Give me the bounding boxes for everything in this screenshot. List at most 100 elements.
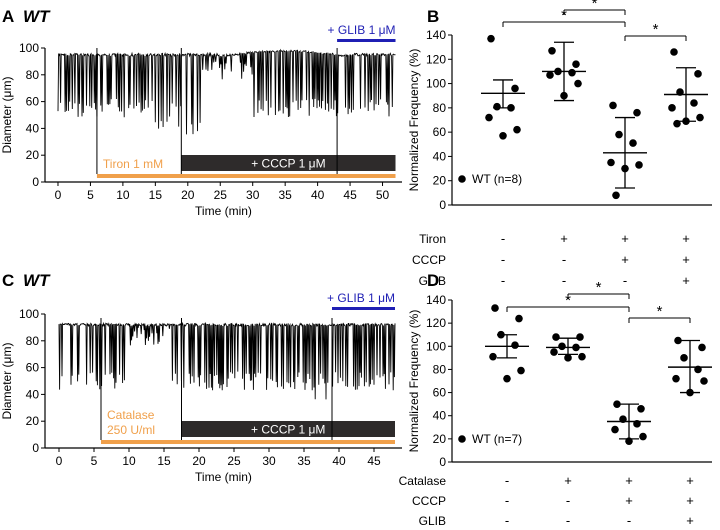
y-tick-label: 100: [426, 77, 446, 91]
diameter-trace: [57, 48, 396, 135]
panel-c-title: WT: [23, 271, 51, 290]
condition-sign: +: [686, 473, 694, 488]
scatter-chart-d: 0 20 40 60 80 100 120 140 Normalized Frequency (…: [399, 279, 712, 528]
panel-letter-a: A: [2, 7, 14, 26]
data-point: [491, 304, 499, 312]
condition-sign: +: [621, 231, 629, 246]
data-point: [696, 113, 704, 122]
diameter-trace: [58, 321, 396, 400]
condition-name: CCCP: [412, 253, 446, 267]
data-point: [554, 67, 562, 76]
x-tick-label: 5: [87, 188, 94, 202]
data-point: [548, 46, 556, 55]
y-tick-label: 60: [433, 386, 447, 400]
condition-sign: -: [627, 513, 631, 528]
y-tick-label: 80: [433, 362, 447, 376]
condition-sign: -: [501, 252, 505, 267]
data-point: [572, 60, 580, 68]
data-point: [578, 352, 586, 361]
x-tick-label: 45: [343, 188, 357, 202]
x-tick-label: 15: [157, 454, 171, 468]
data-point: [517, 366, 525, 375]
data-point: [511, 341, 519, 349]
y-tick-label: 60: [433, 125, 447, 139]
treatment-label-orange: Tiron 1 mM: [103, 157, 163, 171]
treatment-label-orange-2: 250 U/ml: [107, 423, 155, 437]
treatment-label-orange: Catalase: [107, 408, 155, 422]
x-tick-label: 25: [227, 454, 241, 468]
condition-sign: +: [621, 252, 629, 267]
y-tick-label: 100: [19, 41, 39, 55]
x-tick-label: 40: [332, 454, 346, 468]
y-axis-label: Normalized Frequency (%): [407, 49, 421, 192]
y-tick-label: 20: [433, 432, 447, 446]
condition-name: Tiron: [419, 232, 446, 246]
data-point: [700, 377, 708, 385]
y-tick-label: 40: [433, 409, 447, 423]
data-point: [499, 131, 507, 140]
data-point: [497, 330, 505, 339]
data-point: [682, 117, 690, 126]
significance-star: *: [561, 7, 567, 24]
treatment-label-dark: + CCCP 1 μM: [251, 423, 325, 437]
x-tick-label: 45: [367, 454, 381, 468]
condition-name: Catalase: [399, 474, 447, 488]
data-point: [612, 191, 620, 200]
x-tick-label: 50: [376, 188, 390, 202]
condition-name: GLIB: [419, 274, 446, 288]
condition-sign: +: [686, 513, 694, 528]
data-point: [625, 437, 633, 445]
panel-letter-b: B: [427, 7, 439, 26]
x-tick-label: 5: [91, 454, 98, 468]
significance-star: *: [592, 0, 598, 12]
condition-name: CCCP: [412, 494, 446, 508]
y-tick-label: 60: [26, 361, 40, 375]
condition-sign: -: [562, 273, 566, 288]
data-point: [613, 400, 621, 408]
y-tick-label: 120: [426, 316, 446, 330]
data-point: [635, 161, 643, 169]
data-point: [574, 79, 582, 88]
condition-sign: -: [501, 231, 505, 246]
data-point: [511, 84, 519, 93]
data-point: [487, 34, 495, 43]
y-tick-label: 40: [26, 387, 40, 401]
data-point: [576, 333, 584, 341]
x-tick-label: 15: [149, 188, 163, 202]
data-point: [564, 354, 572, 362]
x-tick-label: 20: [181, 188, 195, 202]
data-point: [515, 314, 523, 323]
significance-star: *: [653, 21, 659, 38]
condition-sign: +: [686, 493, 694, 508]
x-tick-label: 40: [311, 188, 325, 202]
data-point: [629, 139, 637, 147]
data-point: [680, 354, 688, 362]
treatment-bar-blue: [332, 307, 395, 310]
condition-sign: -: [623, 273, 627, 288]
significance-star: *: [596, 279, 602, 296]
y-tick-label: 80: [26, 68, 40, 82]
y-axis-label: Diameter (μm): [0, 343, 14, 420]
panel-letter-d: D: [427, 271, 439, 290]
data-point: [676, 88, 684, 96]
y-tick-label: 120: [426, 52, 446, 66]
condition-sign: +: [625, 493, 633, 508]
treatment-box-dark: [181, 155, 396, 171]
data-point: [672, 374, 680, 383]
data-point: [673, 119, 681, 128]
x-tick-label: 35: [278, 188, 292, 202]
y-tick-label: 60: [26, 95, 40, 109]
data-point: [607, 158, 615, 167]
data-point: [546, 71, 554, 79]
data-point: [485, 113, 493, 122]
data-point: [568, 68, 576, 77]
treatment-bar-orange: [96, 174, 396, 178]
data-point: [637, 404, 645, 413]
panel-letter-c: C: [2, 271, 14, 290]
condition-name: GLIB: [419, 514, 446, 528]
data-point: [615, 130, 623, 139]
treatment-label-blue: + GLIB 1 μM: [328, 23, 396, 37]
x-tick-label: 0: [55, 188, 62, 202]
data-point: [619, 415, 627, 423]
treatment-label-blue: + GLIB 1 μM: [327, 291, 395, 305]
